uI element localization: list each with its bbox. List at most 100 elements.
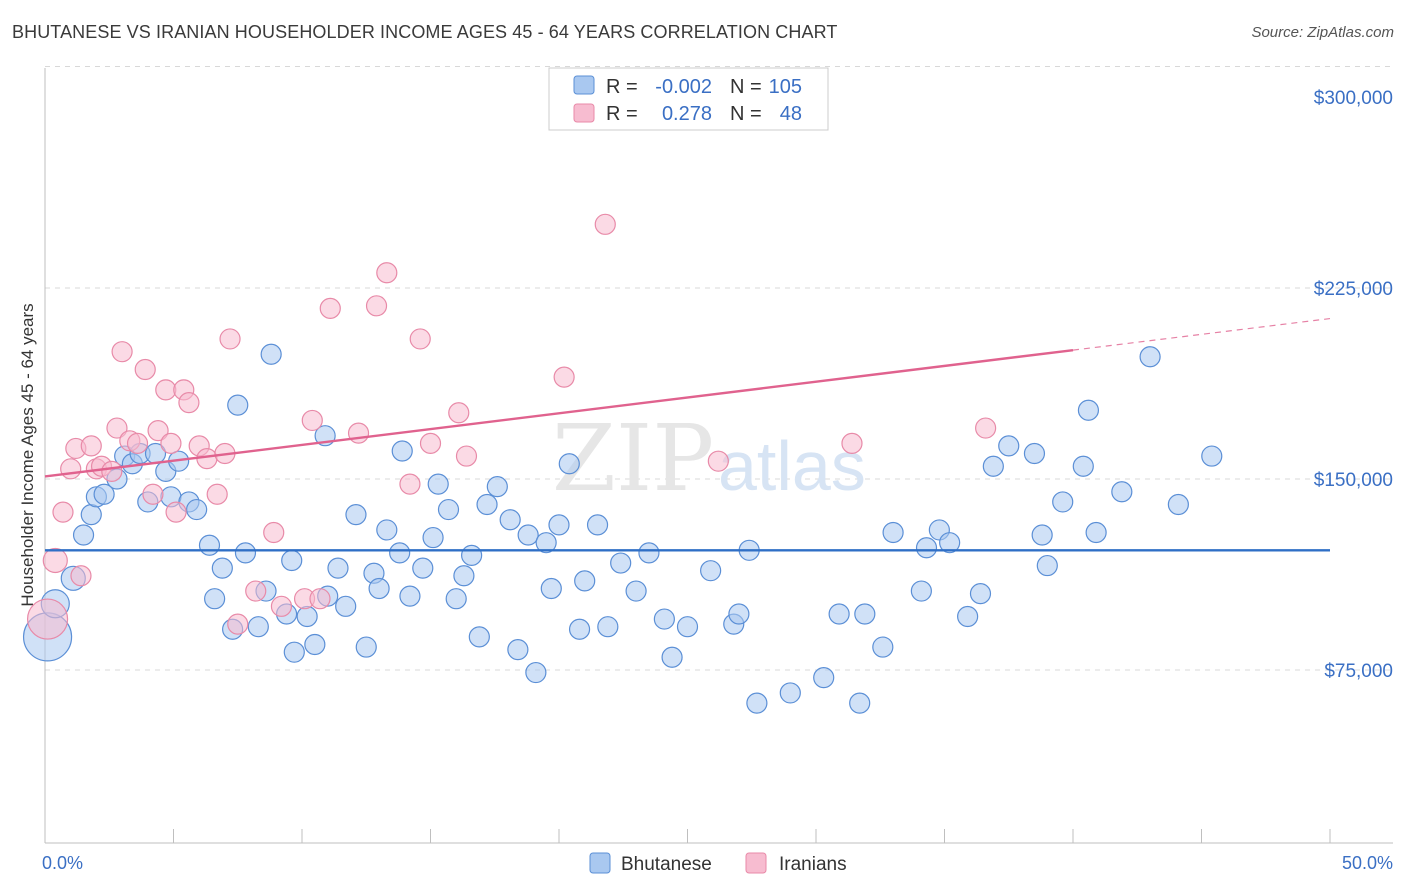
point-bhutanese <box>982 455 1004 477</box>
y-tick-label: $225,000 <box>1314 279 1393 300</box>
legend-swatch-iranians <box>573 103 595 123</box>
point-bhutanese <box>1201 445 1223 467</box>
watermark-zip: ZIP <box>552 405 714 512</box>
point-iranians <box>147 420 169 442</box>
point-iranians <box>309 588 331 610</box>
y-tick-labels: $300,000 $225,000 $150,000 $75,000 <box>1314 88 1393 682</box>
x-tick-label-max: 50.0% <box>1342 853 1393 873</box>
point-bhutanese <box>468 626 490 648</box>
point-bhutanese <box>461 544 483 567</box>
point-bhutanese <box>910 580 932 602</box>
point-bhutanese <box>247 616 269 638</box>
point-bhutanese <box>93 483 115 505</box>
watermark-atlas: atlas <box>718 427 866 505</box>
point-iranians <box>206 483 228 505</box>
point-bhutanese <box>476 493 498 516</box>
point-bhutanese <box>1023 442 1046 465</box>
point-bhutanese <box>1072 455 1094 477</box>
point-bhutanese <box>517 524 539 546</box>
point-bhutanese <box>854 603 876 625</box>
point-bhutanese <box>610 552 632 574</box>
point-bhutanese <box>558 453 580 475</box>
point-bhutanese <box>957 605 979 628</box>
point-bhutanese <box>746 692 768 714</box>
point-bhutanese <box>676 616 699 638</box>
point-iranians <box>301 409 323 432</box>
point-bhutanese <box>335 595 357 617</box>
point-bhutanese <box>412 557 434 579</box>
point-iranians <box>227 613 249 635</box>
point-bhutanese <box>499 509 521 531</box>
point-bhutanese <box>969 582 992 605</box>
point-iranians <box>448 402 470 424</box>
point-iranians <box>455 445 478 467</box>
point-bhutanese <box>638 542 660 564</box>
point-bhutanese <box>437 498 460 521</box>
point-iranians <box>165 501 187 523</box>
point-bhutanese <box>399 585 421 607</box>
point-bhutanese <box>535 532 557 554</box>
series-legend: Bhutanese Iranians <box>589 852 847 875</box>
point-bhutanese <box>828 603 850 625</box>
point-bhutanese <box>345 504 367 526</box>
point-bhutanese <box>882 521 904 544</box>
point-iranians <box>126 432 149 454</box>
point-bhutanese <box>625 580 647 602</box>
point-iranians <box>707 450 729 472</box>
point-bhutanese <box>1167 493 1189 516</box>
point-bhutanese <box>653 608 675 630</box>
chart-title: BHUTANESE VS IRANIAN HOUSEHOLDER INCOME … <box>12 22 838 42</box>
series-legend-swatch-iranians <box>745 852 767 874</box>
y-tick-label: $75,000 <box>1324 661 1393 682</box>
series-legend-swatch-bhutanese <box>589 852 611 874</box>
point-bhutanese <box>1052 491 1074 513</box>
point-iranians <box>52 501 74 523</box>
point-bhutanese <box>1139 346 1161 368</box>
axes <box>44 68 1393 844</box>
point-bhutanese <box>568 618 591 640</box>
series-legend-label-iranians: Iranians <box>779 854 847 875</box>
point-bhutanese <box>227 394 249 416</box>
point-bhutanese <box>453 565 475 587</box>
point-bhutanese <box>574 570 596 592</box>
point-iranians <box>841 432 863 454</box>
point-bhutanese <box>445 588 467 610</box>
point-iranians <box>106 417 128 439</box>
y-tick-label: $300,000 <box>1314 88 1393 109</box>
point-bhutanese <box>234 542 257 564</box>
point-iranians <box>975 417 997 439</box>
point-bhutanese <box>998 435 1020 457</box>
legend-n-value-1: 105 <box>769 76 802 98</box>
point-iranians <box>155 379 177 401</box>
point-bhutanese <box>204 588 226 610</box>
point-bhutanese <box>700 560 722 582</box>
x-tick-marks <box>44 829 1331 843</box>
point-iranians <box>399 473 421 495</box>
point-bhutanese <box>1031 524 1053 546</box>
point-bhutanese <box>939 532 961 554</box>
trend-lines <box>44 317 1331 552</box>
point-iranians <box>347 422 370 444</box>
legend-r-value-2: 0.278 <box>662 103 712 125</box>
point-bhutanese <box>211 557 233 579</box>
point-iranians <box>365 295 388 317</box>
point-bhutanese <box>327 557 349 579</box>
point-bhutanese <box>1085 521 1107 544</box>
point-bhutanese <box>586 514 609 536</box>
point-iranians <box>134 358 156 381</box>
point-iranians <box>160 432 182 454</box>
point-bhutanese <box>355 636 377 658</box>
point-bhutanese <box>304 633 326 656</box>
point-iranians <box>594 213 616 235</box>
point-iranians <box>263 521 285 544</box>
point-iranians <box>80 435 102 457</box>
stats-legend-box <box>548 67 829 131</box>
point-bhutanese <box>389 542 411 564</box>
legend-n-value-2: 48 <box>780 103 802 125</box>
point-iranians <box>42 547 68 574</box>
point-bhutanese <box>813 667 835 689</box>
chart-source: Source: ZipAtlas.com <box>1251 24 1394 41</box>
point-bhutanese <box>779 682 801 704</box>
point-bhutanese <box>1036 554 1058 577</box>
